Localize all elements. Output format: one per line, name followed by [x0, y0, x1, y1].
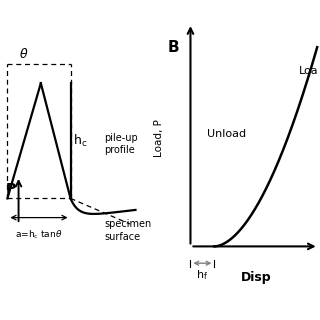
Text: B: B — [168, 40, 180, 55]
Text: a=h$_\mathregular{c}$ tan$\theta$: a=h$_\mathregular{c}$ tan$\theta$ — [15, 229, 63, 242]
Text: pile-up
profile: pile-up profile — [104, 133, 138, 155]
Text: specimen
surface: specimen surface — [104, 219, 151, 242]
Text: Disp: Disp — [241, 271, 272, 284]
Text: P: P — [6, 182, 16, 196]
Text: h$_\mathregular{f}$: h$_\mathregular{f}$ — [196, 268, 208, 282]
Text: Load, P: Load, P — [155, 119, 164, 157]
Text: Loa: Loa — [299, 66, 318, 76]
Text: $\theta$: $\theta$ — [20, 47, 29, 61]
Text: h$_\mathregular{c}$: h$_\mathregular{c}$ — [73, 133, 87, 149]
Text: Unload: Unload — [207, 129, 246, 139]
